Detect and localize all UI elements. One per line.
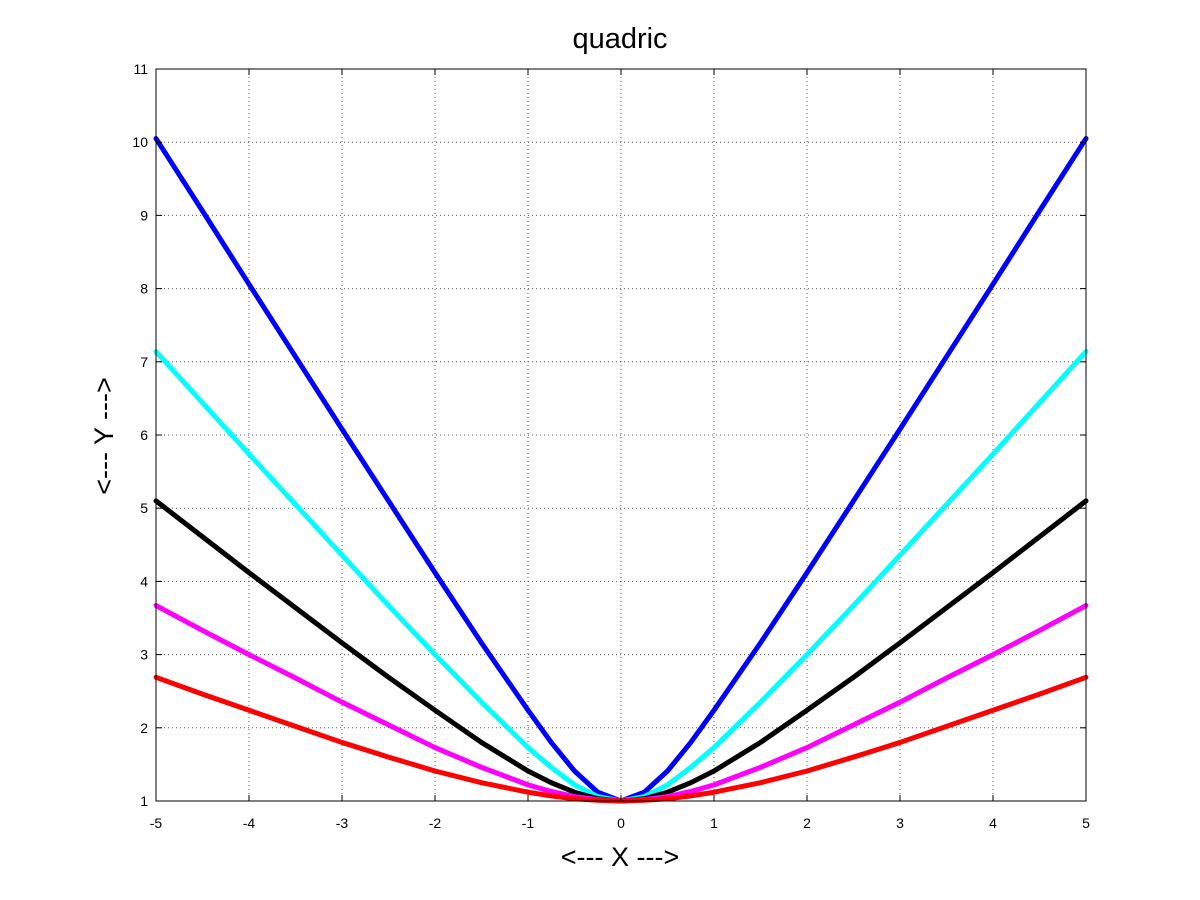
x-tick-label: 0 [617,815,625,831]
y-axis-label: <--- Y ---> [89,377,119,495]
y-tick-label: 9 [140,207,148,223]
x-tick-label: -1 [522,815,535,831]
x-tick-label: -5 [150,815,163,831]
y-tick-label: 11 [133,61,148,77]
y-tick-label: 2 [140,720,148,736]
y-tick-label: 7 [140,354,148,370]
y-tick-label: 10 [132,134,148,150]
x-tick-label: 4 [989,815,997,831]
y-tick-label: 1 [140,793,148,809]
x-tick-label: 2 [803,815,811,831]
y-tick-label: 6 [140,427,148,443]
y-tick-label: 4 [140,573,148,589]
tick-labels: -5 -4 -3 -2 -1 0 1 2 3 4 5 1 2 3 4 5 6 7 8 9 10 11 [132,61,1090,831]
chart-title: quadric [572,23,667,55]
ticks [155,68,1087,802]
x-tick-label: 3 [896,815,904,831]
x-tick-label: -4 [243,815,256,831]
y-tick-label: 8 [140,281,148,297]
x-tick-label: -2 [429,815,442,831]
x-tick-label: 1 [710,815,718,831]
x-axis-label: <--- X ---> [561,842,680,872]
x-tick-label: -3 [336,815,349,831]
y-tick-label: 5 [140,500,148,516]
y-tick-label: 3 [140,647,148,663]
x-tick-label: 5 [1082,815,1090,831]
